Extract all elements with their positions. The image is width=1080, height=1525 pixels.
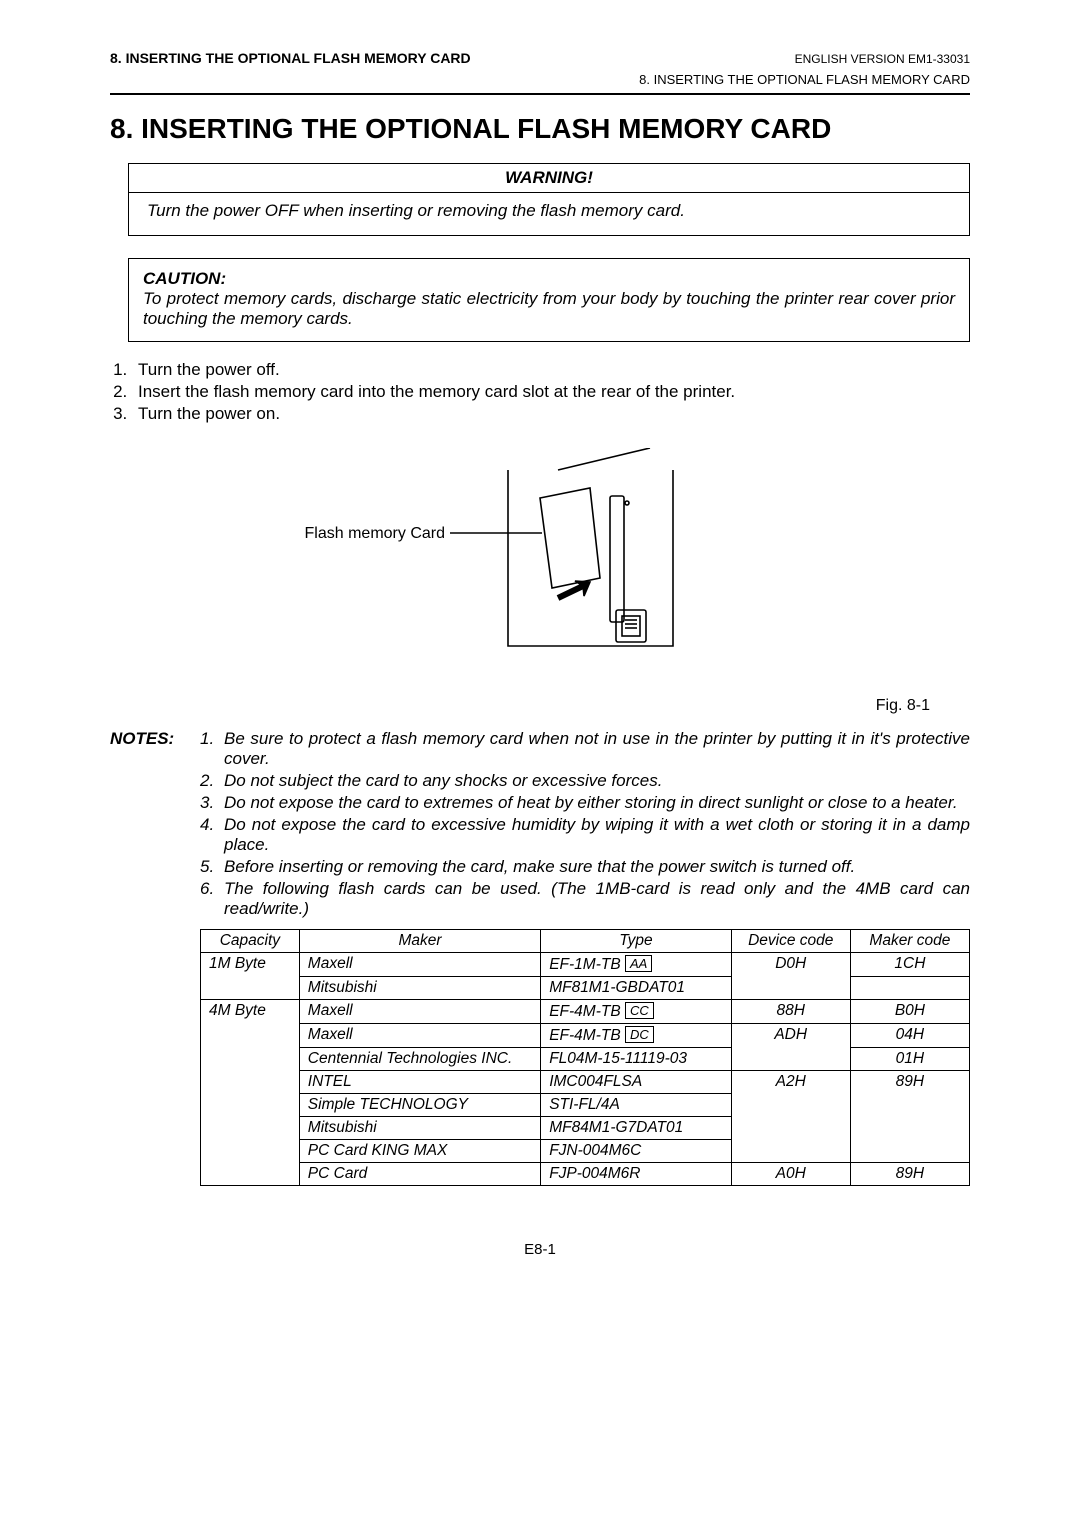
compat-table: Capacity Maker Type Device code Maker co…: [200, 929, 970, 1186]
header-version: ENGLISH VERSION EM1-33031: [795, 52, 970, 66]
document-page: 8. INSERTING THE OPTIONAL FLASH MEMORY C…: [0, 0, 1080, 1318]
caution-label: CAUTION:: [143, 269, 955, 289]
caution-box: CAUTION: To protect memory cards, discha…: [128, 258, 970, 342]
table-row: MitsubishiMF84M1-G7DAT01: [201, 1117, 970, 1140]
step-item: Insert the flash memory card into the me…: [132, 382, 970, 402]
table-row: Simple TECHNOLOGYSTI-FL/4A: [201, 1094, 970, 1117]
caution-body: To protect memory cards, discharge stati…: [143, 289, 955, 329]
diagram-label: Flash memory Card: [305, 525, 445, 542]
page-number: E8-1: [110, 1241, 970, 1258]
col-makercode: Maker code: [850, 930, 969, 953]
steps-list: Turn the power off. Insert the flash mem…: [110, 360, 970, 424]
col-type: Type: [541, 930, 731, 953]
notes-label: NOTES:: [110, 729, 200, 1186]
table-row: INTELIMC004FLSAA2H89H: [201, 1071, 970, 1094]
printer-diagram-svg: Flash memory Card: [290, 448, 790, 678]
note-text: Be sure to protect a flash memory card w…: [224, 729, 970, 769]
note-text: Before inserting or removing the card, m…: [224, 857, 855, 877]
diagram: Flash memory Card: [110, 448, 970, 683]
table-row: 4M ByteMaxellEF-4M-TB CC88HB0H: [201, 1000, 970, 1024]
notes-block: NOTES: 1.Be sure to protect a flash memo…: [110, 729, 970, 1186]
col-device: Device code: [731, 930, 850, 953]
note-text: The following flash cards can be used. (…: [224, 879, 970, 919]
table-header-row: Capacity Maker Type Device code Maker co…: [201, 930, 970, 953]
table-row: 1M ByteMaxellEF-1M-TB AAD0H1CH: [201, 953, 970, 977]
table-row: MaxellEF-4M-TB DCADH04H: [201, 1024, 970, 1048]
step-item: Turn the power off.: [132, 360, 970, 380]
header-section-title: 8. INSERTING THE OPTIONAL FLASH MEMORY C…: [110, 50, 471, 66]
note-text: Do not expose the card to extremes of he…: [224, 793, 958, 813]
warning-box: WARNING! Turn the power OFF when inserti…: [128, 163, 970, 236]
header-row: 8. INSERTING THE OPTIONAL FLASH MEMORY C…: [110, 50, 970, 66]
header-breadcrumb: 8. INSERTING THE OPTIONAL FLASH MEMORY C…: [110, 72, 970, 87]
col-maker: Maker: [299, 930, 540, 953]
page-title: 8. INSERTING THE OPTIONAL FLASH MEMORY C…: [110, 113, 970, 145]
col-capacity: Capacity: [201, 930, 300, 953]
figure-caption: Fig. 8-1: [110, 697, 970, 715]
step-item: Turn the power on.: [132, 404, 970, 424]
table-row: PC Card KING MAXFJN-004M6C: [201, 1140, 970, 1163]
table-row: MitsubishiMF81M1-GBDAT01: [201, 977, 970, 1000]
table-row: Centennial Technologies INC.FL04M-15-111…: [201, 1048, 970, 1071]
warning-body: Turn the power OFF when inserting or rem…: [129, 193, 969, 235]
warning-label: WARNING!: [129, 164, 969, 193]
table-row: PC CardFJP-004M6RA0H89H: [201, 1163, 970, 1186]
notes-list: 1.Be sure to protect a flash memory card…: [200, 729, 970, 1186]
header-rule: [110, 93, 970, 95]
note-text: Do not subject the card to any shocks or…: [224, 771, 662, 791]
note-text: Do not expose the card to excessive humi…: [224, 815, 970, 855]
